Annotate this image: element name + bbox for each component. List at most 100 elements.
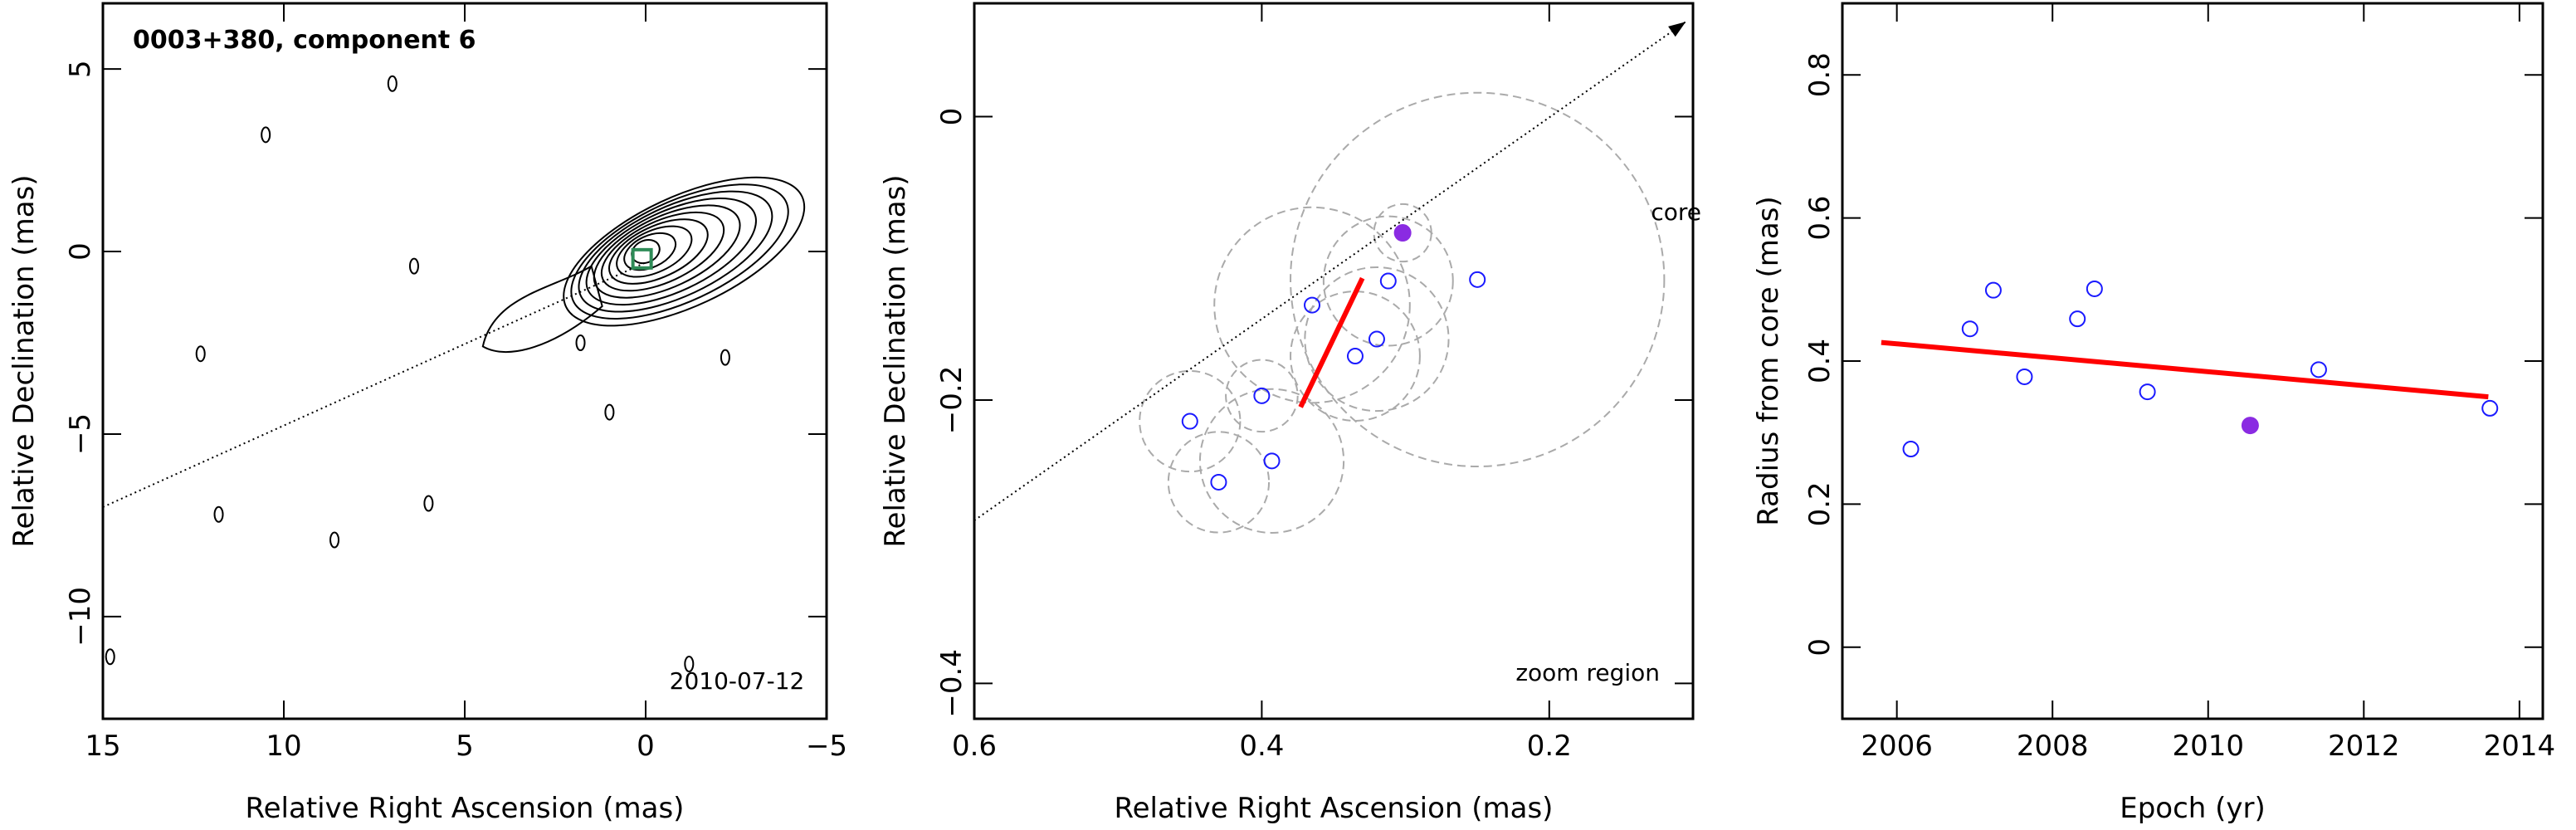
contour-level: [607, 218, 709, 285]
component-size-circle: [1322, 215, 1454, 347]
component-size-circle: [1198, 388, 1345, 534]
y-tick-label: 0.4: [1803, 339, 1837, 383]
data-point: [1961, 320, 1978, 338]
x-axis-label: Epoch (yr): [2120, 792, 2266, 825]
y-tick-label: 0: [1803, 638, 1837, 657]
contour-level: [616, 225, 693, 278]
noise-contour: [105, 648, 115, 666]
contour-level: [585, 198, 757, 306]
contour-level: [600, 211, 725, 292]
data-point: [2069, 310, 2086, 328]
y-tick-label: −0.2: [935, 366, 968, 435]
plot-frame: [973, 2, 1695, 720]
highlighted-data-point: [1393, 224, 1412, 242]
noise-contour: [720, 349, 730, 366]
component-size-circle: [1304, 266, 1450, 413]
y-tick-label: 0: [64, 242, 97, 261]
highlighted-data-point: [2241, 417, 2259, 435]
x-tick-label: 0.2: [1527, 730, 1572, 763]
contour-level: [593, 204, 741, 299]
data-point: [1210, 473, 1227, 491]
y-axis-label: Radius from core (mas): [1752, 196, 1785, 525]
y-tick-label: 0.2: [1803, 481, 1837, 526]
panel-radius-vs-epoch: 2006 2008 2010 2012 2014 0 0.2 0.4 0.6 0.8 Epoch …: [1752, 2, 2556, 825]
data-point: [1984, 281, 2002, 299]
noise-contour: [195, 345, 206, 363]
x-tick-label: 15: [85, 730, 120, 763]
contour-level: [563, 176, 806, 327]
component-size-circle: [1290, 91, 1666, 468]
x-tick-label: 0.4: [1239, 730, 1284, 763]
y-tick-label: −10: [64, 587, 97, 647]
epoch-date-label: 2010-07-12: [670, 667, 805, 695]
y-tick-label: −5: [64, 413, 97, 455]
jet-contour: [481, 265, 603, 353]
x-tick-label: 0: [637, 730, 655, 763]
panel-zoom-region: 0.6 0.4 0.2 0 −0.2 −0.4 core zoom region Rela…: [879, 2, 1701, 825]
panel-contour-map: 15 10 5 0 −5 5 0 −5 −10 0003+380, component 6 20…: [7, 2, 847, 825]
x-tick-label: 2008: [2017, 730, 2089, 763]
component-size-circle: [1139, 369, 1242, 473]
data-point: [1253, 387, 1271, 404]
y-axis-label: Relative Declination (mas): [879, 174, 912, 547]
contour-level: [623, 232, 677, 271]
y-tick-label: −0.4: [935, 649, 968, 718]
y-tick-label: 0.8: [1803, 52, 1837, 97]
noise-contour: [387, 75, 398, 92]
y-axis-label: Relative Declination (mas): [7, 174, 41, 547]
core-component-marker: [631, 247, 653, 270]
component-size-circles: [1139, 91, 1666, 534]
x-tick-label: 2010: [2172, 730, 2244, 763]
zoom-region-annotation: zoom region: [1515, 659, 1660, 686]
component-size-circle: [1213, 206, 1411, 404]
plot-frame: [101, 2, 828, 720]
fit-line: [1881, 339, 2489, 400]
data-point: [2086, 280, 2103, 297]
component-size-circle: [1373, 203, 1432, 263]
contour-group: [105, 75, 806, 673]
data-point: [1304, 296, 1321, 314]
x-tick-label: 2006: [1861, 730, 1933, 763]
component-size-circle: [1167, 431, 1271, 534]
fit-line: [1298, 276, 1365, 408]
noise-contour: [684, 656, 695, 673]
core-arrowhead: [1668, 22, 1686, 37]
data-point: [2016, 368, 2033, 385]
component-size-circle: [1290, 290, 1421, 422]
y-tick-label: 5: [64, 60, 97, 78]
noise-contour: [604, 403, 615, 421]
x-tick-label: −5: [806, 730, 847, 763]
noise-contour: [261, 126, 271, 144]
x-tick-label: 10: [266, 730, 301, 763]
data-point: [1469, 271, 1486, 288]
x-axis-label: Relative Right Ascension (mas): [246, 792, 685, 825]
core-direction-line: [973, 21, 1686, 521]
data-point: [2310, 361, 2327, 378]
data-point: [1346, 348, 1364, 365]
noise-contour: [213, 505, 224, 523]
data-point: [1368, 330, 1385, 348]
data-point: [1263, 452, 1281, 470]
data-point: [2481, 399, 2499, 417]
contour-level: [570, 183, 789, 320]
y-tick-label: 0: [935, 108, 968, 126]
data-point: [1379, 272, 1397, 290]
x-axis-label: Relative Right Ascension (mas): [1115, 792, 1554, 825]
noise-contour: [423, 495, 434, 512]
plot-frame: [1841, 2, 2544, 720]
x-tick-label: 2014: [2484, 730, 2556, 763]
x-tick-label: 0.6: [952, 730, 997, 763]
x-tick-label: 5: [456, 730, 474, 763]
noise-contour: [575, 334, 586, 352]
y-tick-label: 0.6: [1803, 196, 1837, 241]
chart-title: 0003+380, component 6: [133, 26, 476, 55]
data-point: [1902, 441, 1920, 458]
core-annotation: core: [1651, 198, 1701, 226]
noise-contour: [408, 257, 419, 275]
data-point: [1181, 413, 1198, 430]
data-point: [2139, 383, 2156, 401]
component-size-circle: [1225, 359, 1299, 433]
noise-contour: [329, 531, 340, 549]
x-tick-label: 2012: [2328, 730, 2400, 763]
